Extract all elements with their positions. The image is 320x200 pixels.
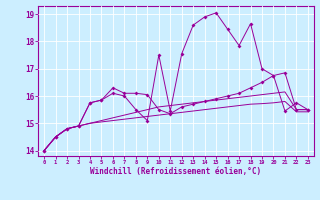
X-axis label: Windchill (Refroidissement éolien,°C): Windchill (Refroidissement éolien,°C) [91,167,261,176]
